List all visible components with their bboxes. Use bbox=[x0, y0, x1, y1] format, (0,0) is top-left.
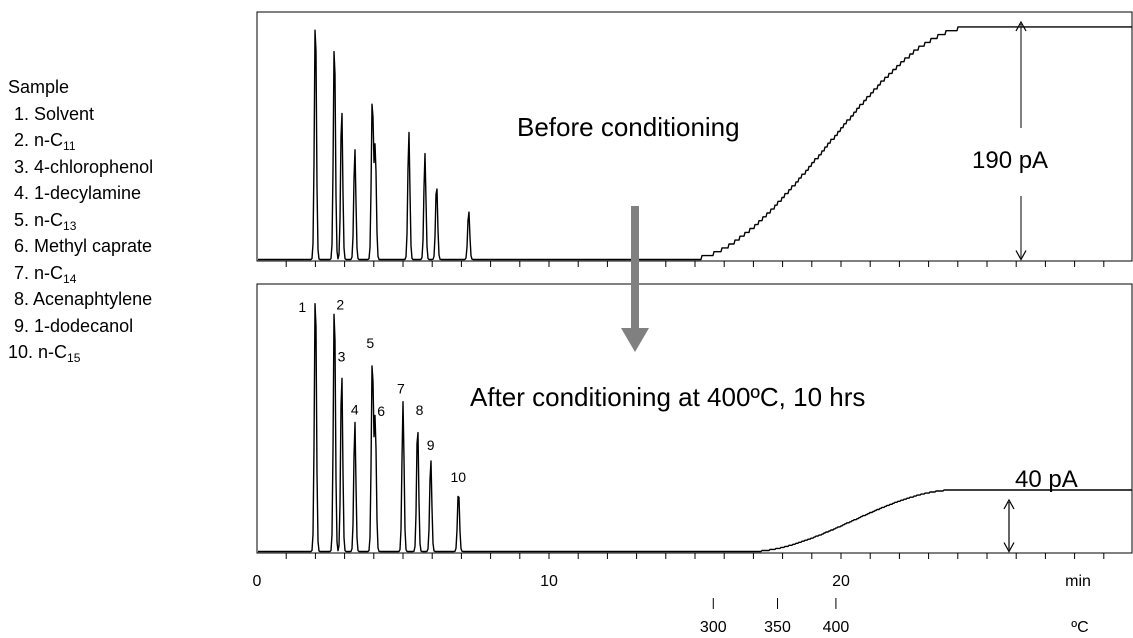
legend-item-number: 9. bbox=[14, 315, 35, 336]
span-arrow-head-down bbox=[1003, 542, 1015, 553]
legend-item-2: 2. n-C11 bbox=[8, 127, 153, 154]
legend-item-9: 9. 1-dodecanol bbox=[8, 313, 153, 340]
legend-item-number: 7. bbox=[14, 262, 35, 283]
legend-item-number: 5. bbox=[14, 209, 35, 230]
legend-item-8: 8. Acenaphtylene bbox=[8, 286, 153, 313]
peak-label-10: 10 bbox=[450, 469, 466, 485]
peak-label-9: 9 bbox=[427, 437, 435, 453]
legend-item-number: 3. bbox=[14, 156, 35, 177]
legend-item-1: 1. Solvent bbox=[8, 101, 153, 128]
temperature-unit-label: ºC bbox=[1071, 619, 1088, 636]
legend-item-text: Methyl caprate bbox=[34, 236, 153, 256]
legend-item-number: 2. bbox=[14, 130, 35, 150]
legend-item-text: 1-dodecanol bbox=[34, 315, 134, 336]
legend-item-number: 6. bbox=[14, 236, 35, 256]
peak-label-3: 3 bbox=[338, 349, 346, 365]
peak-label-6: 6 bbox=[377, 403, 385, 419]
span-arrow-head-up bbox=[1015, 20, 1027, 32]
legend-item-7: 7. n-C14 bbox=[8, 260, 153, 287]
temperature-label: 300 bbox=[700, 619, 727, 636]
peak-label-5: 5 bbox=[366, 335, 374, 351]
legend-item-text: n-C bbox=[34, 209, 64, 230]
legend-item-5: 5. n-C13 bbox=[8, 207, 153, 234]
legend-title: Sample bbox=[8, 77, 70, 97]
legend-item-text: n-C bbox=[34, 130, 64, 150]
sample-legend: Sample 1. Solvent 2. n-C11 3. 4-chlorophen… bbox=[8, 74, 153, 366]
legend-item-text: n-C bbox=[34, 262, 64, 283]
peak-label-1: 1 bbox=[298, 299, 306, 315]
legend-item-10: 10. n-C15 bbox=[8, 339, 153, 366]
temperature-label: 400 bbox=[823, 619, 850, 636]
chromatogram-trace-before bbox=[258, 26, 1132, 261]
legend-item-subscript: 15 bbox=[67, 351, 81, 365]
legend-item-4: 4. 1-decylamine bbox=[8, 180, 153, 207]
legend-item-number: 8. bbox=[14, 289, 34, 309]
peak-label-7: 7 bbox=[397, 381, 405, 397]
legend-item-text: 4-chlorophenol bbox=[34, 156, 154, 177]
legend-item-number: 10. bbox=[8, 342, 39, 362]
peak-label-8: 8 bbox=[416, 402, 424, 418]
peak-label-4: 4 bbox=[351, 401, 359, 417]
span-arrow-head-up bbox=[1003, 498, 1015, 510]
panel-frame-after bbox=[256, 283, 1133, 554]
legend-items: 1. Solvent 2. n-C11 3. 4-chlorophenol 4. 1-… bbox=[8, 101, 153, 366]
x-tick-label: 10 bbox=[540, 573, 558, 590]
legend-item-number: 4. bbox=[14, 183, 35, 203]
span-label-after: 40 pA bbox=[1015, 466, 1078, 493]
conditioning-arrow-shaft bbox=[631, 206, 639, 330]
panel-annotation-before: Before conditioning bbox=[517, 112, 740, 142]
legend-item-6: 6. Methyl caprate bbox=[8, 233, 153, 260]
conditioning-arrow-head bbox=[621, 328, 649, 352]
temperature-label: 350 bbox=[764, 619, 791, 636]
x-unit-label: min bbox=[1065, 573, 1091, 590]
chromatogram-trace-after bbox=[258, 303, 1132, 553]
legend-item-3: 3. 4-chlorophenol bbox=[8, 154, 153, 181]
legend-item-text: 1-decylamine bbox=[34, 183, 142, 203]
legend-item-subscript: 13 bbox=[63, 218, 77, 233]
legend-item-text: Solvent bbox=[34, 103, 95, 124]
legend-item-number: 1. bbox=[14, 103, 35, 124]
panel-annotation-after: After conditioning at 400ºC, 10 hrs bbox=[470, 382, 865, 412]
x-tick-label: 20 bbox=[832, 573, 850, 590]
legend-item-subscript: 14 bbox=[63, 271, 77, 286]
span-label-before: 190 pA bbox=[972, 147, 1048, 174]
legend-item-text: n-C bbox=[38, 342, 68, 362]
peak-label-2: 2 bbox=[336, 296, 344, 312]
legend-item-text: Acenaphtylene bbox=[33, 289, 153, 309]
legend-item-subscript: 11 bbox=[63, 139, 76, 153]
span-arrow-head-down bbox=[1015, 250, 1027, 261]
x-tick-label: 0 bbox=[253, 573, 262, 590]
